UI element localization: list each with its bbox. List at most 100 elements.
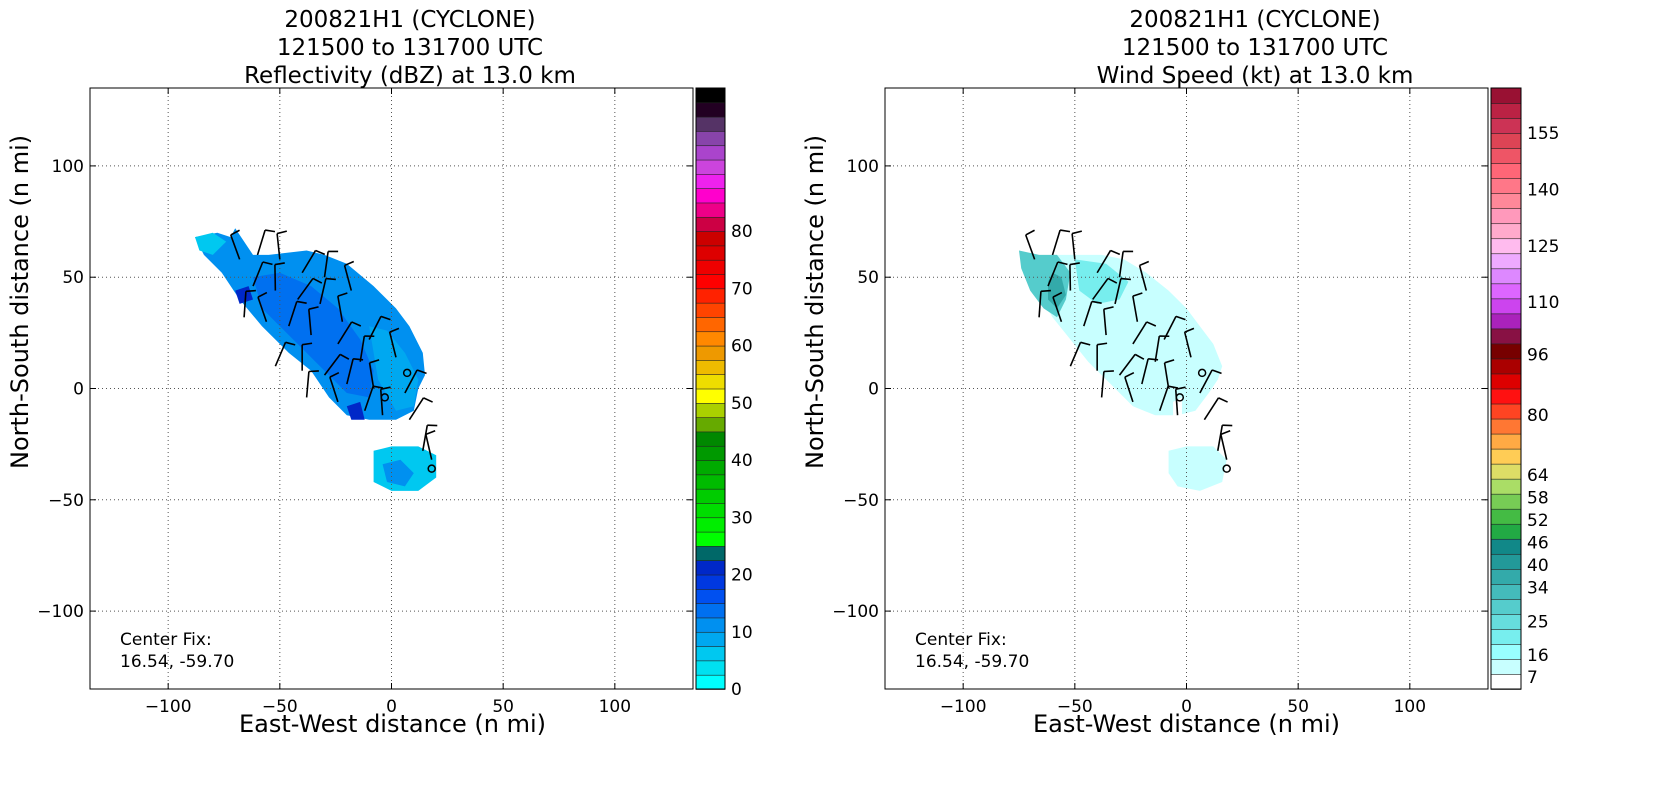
colorbar-band: [1490, 192, 1522, 210]
colorbar-band: [695, 545, 726, 562]
wind-barb: [1132, 321, 1148, 345]
colorbar-band: [1490, 628, 1522, 645]
title-line-3: Wind Speed (kt) at 13.0 km: [1096, 63, 1414, 89]
wind-barb-flag: [416, 369, 427, 375]
colorbar-tick-label: 96: [1527, 346, 1549, 366]
colorbar-tick-label: 20: [731, 566, 753, 586]
colorbar-tick-label: 110: [1527, 293, 1559, 313]
wind-barb: [408, 397, 425, 421]
colorbar-band: [695, 674, 726, 690]
colorbar-band: [1490, 162, 1522, 179]
wind-barb: [1071, 233, 1076, 260]
colorbar-tick-label: 125: [1527, 237, 1559, 257]
wind-barb-flag: [339, 353, 350, 360]
colorbar-band: [1490, 147, 1522, 164]
colorbar-band: [1490, 463, 1522, 480]
wind-barb: [288, 301, 298, 327]
colorbar-band: [695, 316, 726, 333]
wind-barb: [257, 296, 268, 322]
colorbar-band: [695, 373, 726, 390]
x-tick-label: −100: [940, 697, 987, 717]
colorbar-tick-label: 140: [1527, 180, 1559, 200]
colorbar-tick-label: 80: [731, 222, 753, 242]
colorbar-band: [695, 617, 726, 633]
colorbar-band: [1490, 87, 1522, 104]
colorbar-band: [695, 559, 726, 576]
wind-barb: [1220, 434, 1228, 460]
field-region: [1074, 259, 1129, 304]
colorbar-band: [1490, 673, 1522, 690]
colorbar-band: [1490, 598, 1522, 615]
wind-barb: [425, 434, 433, 460]
title-line-3: Reflectivity (dBZ) at 13.0 km: [244, 63, 576, 89]
wind-barb: [1024, 234, 1036, 260]
colorbar-tick-label: 0: [731, 680, 742, 700]
wind-barb: [229, 234, 241, 260]
colorbar-tick-label: 80: [1527, 406, 1549, 426]
wind-barb: [368, 362, 375, 389]
wind-axes: −100 −50 0 50 100 −100 −50 0 50 100 Center Fix:16.…: [832, 87, 1559, 717]
colorbar-band: [1490, 553, 1522, 570]
colorbar-band: [1490, 252, 1522, 270]
colorbar-band: [695, 574, 726, 590]
wind-barb-flag: [1103, 306, 1114, 310]
colorbar-band: [695, 288, 726, 304]
colorbar-band: [1490, 177, 1522, 194]
y-tick-label: 100: [847, 157, 879, 177]
colorbar-band: [1490, 448, 1522, 465]
colorbar-band: [695, 602, 726, 619]
wind-barb: [1118, 353, 1136, 376]
colorbar-band: [1490, 298, 1522, 315]
wind-barbs: [1024, 229, 1233, 473]
wind-barb-flag: [423, 397, 433, 403]
wind-barb-flag: [1134, 353, 1145, 360]
wind-barb-flag: [1052, 291, 1063, 298]
calm-wind-marker: [1197, 368, 1207, 378]
wind-barb-flag: [1132, 292, 1143, 297]
wind-barb: [1183, 331, 1192, 358]
wind-barb-flag: [1097, 342, 1108, 346]
colorbar-frame: [695, 87, 726, 690]
data-field: [1019, 250, 1227, 491]
wind-barb-flag: [1211, 369, 1222, 375]
wind-barb: [337, 295, 344, 322]
wind-barb: [1163, 362, 1170, 389]
center-fix-value: 16.54, -59.70: [120, 652, 234, 672]
colorbar-band: [1490, 658, 1522, 675]
colorbar-band: [1490, 373, 1522, 390]
wind-barb: [1154, 335, 1161, 362]
wind-barb: [1096, 250, 1112, 274]
wind-barb: [343, 265, 353, 291]
wind-barb: [1100, 371, 1105, 398]
x-tick-label: 100: [599, 697, 631, 717]
wind-barb-flag: [1184, 327, 1195, 333]
wind-barb-flag: [344, 260, 355, 267]
colorbar-band: [695, 588, 726, 604]
wind-barb: [1114, 278, 1122, 305]
colorbar-band: [1490, 102, 1522, 119]
colorbar-frame: [1490, 87, 1522, 690]
right-x-axis-label: East-West distance (n mi): [1032, 710, 1341, 738]
wind-barb: [301, 250, 317, 274]
wind-barb-flag: [245, 289, 256, 293]
colorbar-band: [1490, 523, 1522, 540]
calm-wind-marker: [380, 393, 390, 402]
wind-barb-flag: [1124, 371, 1135, 378]
colorbar-band: [695, 431, 726, 447]
colorbar-band: [1490, 508, 1522, 525]
wind-barb: [1047, 261, 1059, 287]
wind-barb-flag: [1059, 229, 1071, 233]
wind-barb-flag: [264, 229, 276, 233]
wind-barb-flag: [1164, 359, 1175, 364]
wind-barb: [1203, 397, 1220, 421]
colorbar-tick-label: 52: [1527, 511, 1549, 531]
colorbar-band: [1490, 358, 1522, 375]
colorbar-tick-label: 10: [731, 623, 753, 643]
colorbar-band: [1490, 538, 1522, 555]
wind-barb-flag: [1148, 358, 1159, 361]
y-tick-label: 100: [52, 157, 84, 177]
wind-barb-flag: [353, 358, 364, 361]
wind-barb-flag: [1080, 341, 1091, 346]
colorbar-tick-label: 34: [1527, 579, 1549, 599]
wind-barb-flag: [1025, 229, 1035, 236]
